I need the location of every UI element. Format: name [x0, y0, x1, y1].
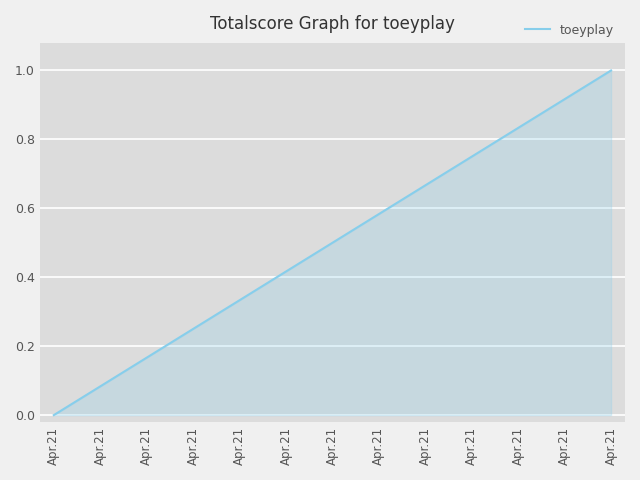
Line: toeyplay: toeyplay: [54, 71, 611, 415]
toeyplay: [561, 96, 568, 102]
toeyplay: [422, 182, 429, 188]
toeyplay: [515, 125, 522, 131]
toeyplay: [328, 240, 336, 246]
Legend: toeyplay: toeyplay: [520, 19, 619, 42]
toeyplay: [189, 326, 197, 332]
toeyplay: [50, 412, 58, 418]
toeyplay: [468, 154, 476, 159]
toeyplay: [282, 269, 290, 275]
toeyplay: [236, 297, 243, 303]
toeyplay: [375, 211, 383, 217]
toeyplay: [97, 384, 104, 389]
Title: Totalscore Graph for toeyplay: Totalscore Graph for toeyplay: [210, 15, 455, 33]
toeyplay: [143, 355, 150, 360]
toeyplay: [607, 68, 615, 73]
